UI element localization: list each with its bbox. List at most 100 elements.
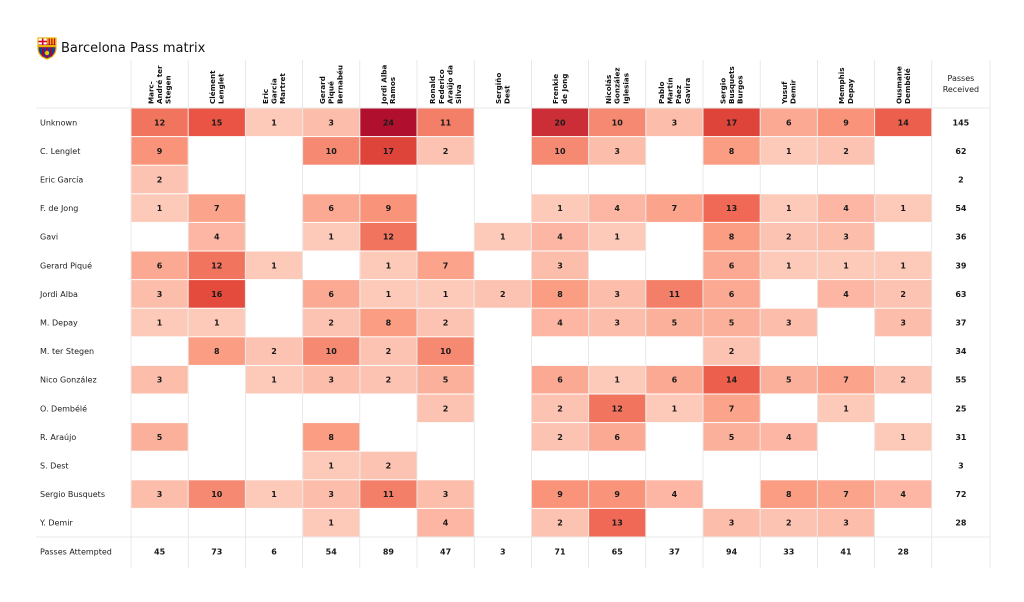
heat-cell (703, 251, 760, 280)
column-label: OusmaneDembélé (894, 66, 912, 104)
heat-cell (875, 480, 932, 508)
column-label: RonaldFedericoAraújo daSilva (428, 65, 463, 104)
cell-value: 5 (786, 376, 792, 385)
cell-value: 15 (211, 118, 223, 127)
heat-cell (303, 480, 360, 508)
cell-value: 1 (443, 290, 449, 299)
heat-cell (531, 308, 589, 337)
heat-cell (817, 280, 875, 308)
passes-received-value: 25 (955, 404, 967, 413)
row-label: F. de Jong (40, 204, 78, 213)
cell-value: 3 (557, 261, 563, 270)
heat-cell (703, 394, 760, 423)
heat-cell (245, 108, 303, 137)
heat-cell (646, 194, 703, 222)
heat-cell (531, 222, 589, 251)
passes-received-value: 62 (955, 147, 966, 156)
cell-value: 1 (672, 404, 678, 413)
cell-value: 12 (154, 118, 165, 127)
passes-attempted-value: 54 (326, 547, 338, 556)
passes-attempted-value: 71 (554, 547, 566, 556)
heat-cell (188, 480, 245, 508)
heat-cell (417, 108, 474, 137)
cell-value: 6 (672, 376, 678, 385)
heat-cell (703, 222, 760, 251)
cell-value: 17 (383, 147, 394, 156)
cell-value: 10 (326, 147, 338, 156)
heat-cell (531, 394, 589, 423)
cell-value: 1 (328, 233, 334, 242)
passes-attempted-value: 89 (383, 547, 395, 556)
cell-value: 4 (443, 519, 449, 528)
cell-value: 16 (211, 290, 223, 299)
cell-value: 3 (672, 118, 678, 127)
cell-value: 11 (440, 118, 452, 127)
heat-cell (303, 222, 360, 251)
cell-value: 6 (328, 290, 334, 299)
heat-cell (646, 394, 703, 423)
cell-value: 10 (612, 118, 624, 127)
passes-attempted-value: 47 (440, 547, 451, 556)
cell-value: 2 (328, 319, 334, 328)
heat-cell (303, 108, 360, 137)
cell-value: 1 (328, 462, 334, 471)
cell-value: 1 (843, 404, 849, 413)
heat-cell (589, 137, 646, 165)
heat-cell (417, 280, 474, 308)
row-label: Eric García (40, 176, 83, 185)
heat-cell (417, 251, 474, 280)
cell-value: 1 (500, 233, 506, 242)
heat-cell (646, 280, 703, 308)
cell-value: 9 (557, 490, 563, 499)
heat-cell (646, 365, 703, 394)
row-label: Unknown (40, 118, 77, 127)
heat-cell (531, 251, 589, 280)
heat-cell (131, 423, 188, 451)
cell-value: 4 (214, 233, 220, 242)
cell-value: 2 (900, 290, 906, 299)
passes-received-value: 3 (958, 462, 964, 471)
row-label: Gavi (40, 233, 58, 242)
heat-cell (817, 137, 875, 165)
cell-value: 14 (726, 376, 738, 385)
cell-value: 8 (214, 347, 220, 356)
cell-value: 7 (214, 204, 220, 213)
cell-value: 3 (729, 519, 735, 528)
heat-cell (303, 451, 360, 480)
heat-cell (589, 508, 646, 537)
cell-value: 3 (328, 376, 334, 385)
heat-cell (131, 308, 188, 337)
heat-cell (417, 365, 474, 394)
cell-value: 3 (328, 490, 334, 499)
cell-value: 3 (157, 376, 163, 385)
passes-received-header: Received (943, 85, 979, 94)
heat-cell (131, 280, 188, 308)
passes-received-value: 39 (955, 261, 967, 270)
heat-cell (760, 137, 817, 165)
passes-attempted-label: Passes Attempted (40, 547, 112, 556)
heat-cell (188, 108, 245, 137)
cell-value: 2 (900, 376, 906, 385)
cell-value: 4 (843, 290, 849, 299)
passes-received-header: Passes (948, 74, 975, 83)
heat-cell (360, 194, 417, 222)
heat-cell (760, 194, 817, 222)
heat-cell (303, 280, 360, 308)
heat-cell (360, 365, 417, 394)
cell-value: 7 (843, 376, 849, 385)
cell-value: 6 (557, 376, 563, 385)
heat-cell (417, 137, 474, 165)
passes-attempted-value: 94 (726, 547, 738, 556)
cell-value: 4 (557, 233, 563, 242)
heat-cell (417, 480, 474, 508)
heat-cell (760, 251, 817, 280)
heat-cell (188, 280, 245, 308)
cell-value: 7 (843, 490, 849, 499)
cell-value: 1 (557, 204, 563, 213)
row-label: M. Depay (40, 319, 78, 328)
passes-received-value: 34 (955, 347, 967, 356)
passes-received-value: 31 (955, 433, 967, 442)
cell-value: 3 (786, 319, 792, 328)
heat-cell (531, 137, 589, 165)
